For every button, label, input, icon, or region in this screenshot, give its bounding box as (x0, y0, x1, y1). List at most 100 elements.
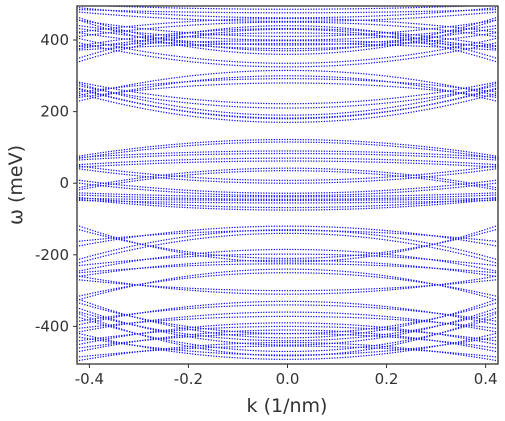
data-point (426, 28, 428, 30)
data-point (84, 55, 86, 57)
data-point (257, 82, 260, 84)
data-point (176, 113, 178, 115)
data-point (231, 34, 233, 36)
data-point (226, 60, 228, 62)
data-point (221, 11, 223, 14)
data-point (157, 57, 160, 59)
data-point (460, 39, 462, 42)
data-point (194, 11, 197, 13)
data-point (368, 11, 370, 13)
data-point (302, 75, 304, 77)
data-point (281, 17, 283, 20)
data-point (442, 90, 444, 92)
data-point (265, 70, 268, 72)
data-point (152, 39, 154, 41)
data-point (202, 37, 204, 39)
data-point (205, 7, 207, 10)
data-point (289, 114, 291, 116)
data-point (92, 56, 94, 59)
data-point (423, 100, 425, 103)
data-point (321, 75, 323, 78)
data-point (400, 105, 402, 107)
data-point (413, 40, 415, 42)
data-point (489, 94, 491, 96)
data-point (428, 28, 431, 30)
data-point (297, 17, 299, 19)
data-point (460, 51, 462, 53)
data-point (86, 29, 89, 31)
data-point (173, 33, 175, 35)
data-point (397, 76, 399, 79)
data-point (79, 85, 81, 87)
data-point (463, 48, 465, 50)
data-point (386, 24, 389, 27)
data-point (126, 43, 128, 45)
data-point (123, 51, 125, 53)
data-point (486, 34, 489, 36)
data-point (144, 108, 147, 110)
data-point (144, 37, 147, 40)
data-point (434, 92, 436, 94)
data-point (271, 8, 273, 10)
data-point (279, 53, 281, 55)
data-point (202, 112, 204, 114)
data-point (421, 83, 423, 85)
data-point (284, 17, 286, 20)
data-point (447, 38, 449, 40)
data-point (265, 21, 268, 23)
data-point (184, 40, 186, 42)
data-point (313, 25, 315, 27)
data-point (165, 11, 168, 13)
data-point (202, 19, 204, 21)
data-point (213, 43, 215, 45)
data-point (150, 6, 152, 8)
data-point (310, 65, 312, 68)
data-point (442, 97, 444, 99)
data-point (239, 102, 241, 104)
data-point (392, 7, 394, 9)
data-point (363, 59, 365, 61)
data-point (168, 17, 170, 19)
data-point (200, 144, 202, 146)
data-point (165, 83, 168, 85)
data-point (147, 35, 149, 37)
data-point (405, 37, 407, 39)
data-point (242, 35, 244, 37)
data-point (407, 83, 410, 85)
data-point (102, 86, 104, 88)
data-point (147, 10, 149, 12)
data-point (223, 50, 225, 52)
data-point (165, 54, 168, 56)
data-point (89, 97, 91, 99)
data-point (407, 45, 410, 47)
data-point (157, 29, 160, 31)
data-point (289, 75, 291, 77)
data-point (297, 40, 299, 42)
data-point (244, 43, 246, 45)
data-point (442, 15, 444, 17)
data-point (123, 95, 125, 97)
data-point (292, 8, 294, 10)
data-point (197, 7, 199, 10)
data-point (247, 47, 249, 49)
data-point (426, 16, 428, 18)
data-point (357, 143, 360, 145)
data-point (436, 45, 439, 47)
data-point (329, 38, 331, 41)
data-point (289, 103, 291, 105)
data-point (347, 115, 349, 117)
data-point (247, 78, 249, 80)
data-point (184, 102, 186, 104)
data-point (307, 28, 310, 30)
data-point (476, 55, 478, 57)
data-point (494, 31, 496, 33)
data-point (484, 9, 486, 11)
data-point (368, 104, 370, 106)
data-point (218, 37, 220, 40)
data-point (428, 81, 431, 83)
data-point (205, 73, 207, 75)
data-point (284, 27, 286, 30)
data-point (315, 117, 318, 119)
data-point (450, 25, 452, 28)
data-point (463, 24, 465, 26)
